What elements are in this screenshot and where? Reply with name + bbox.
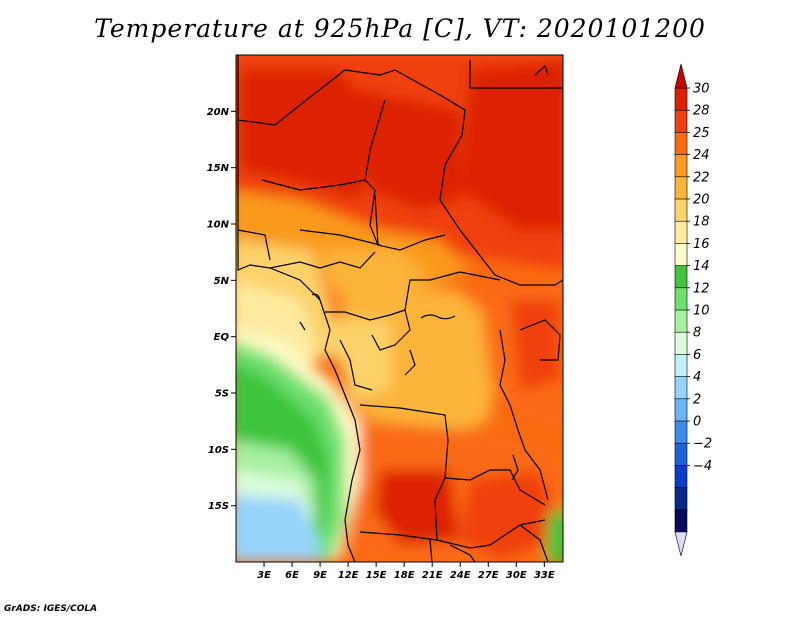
colorbar-label: 0 (693, 415, 701, 430)
lon-tick-label: 24E (450, 570, 471, 581)
lat-tick-label: 10S (208, 445, 229, 456)
lat-tick-label: 10N (207, 220, 230, 231)
colorbar-segment (674, 132, 688, 156)
colorbar-segment (674, 198, 688, 222)
lon-tick-label: 3E (257, 570, 271, 581)
lon-tick-label: 21E (422, 570, 443, 581)
lon-tick-label: 27E (478, 570, 499, 581)
grads-credit: GrADS: IGES/COLA (4, 604, 98, 614)
lon-tick-label: 30E (506, 570, 527, 581)
colorbar-label: 16 (693, 237, 710, 252)
colorbar-label: 6 (693, 348, 701, 363)
lon-tick-label: 18E (394, 570, 415, 581)
colorbar-label: 10 (693, 304, 710, 319)
lat-tick-label: 5S (215, 389, 229, 400)
map-title: Temperature at 925hPa [C], VT: 202010120… (94, 14, 706, 43)
colorbar-label: −4 (693, 459, 712, 474)
lat-tick-label: 5N (214, 276, 230, 287)
colorbar-label: 30 (693, 82, 710, 97)
map-frame (235, 54, 564, 563)
colorbar-segment (674, 354, 688, 378)
lat-tick-label: 20N (207, 107, 230, 118)
colorbar-segment (674, 109, 688, 133)
colorbar-segment (674, 420, 688, 444)
lon-tick-label: 6E (285, 570, 299, 581)
colorbar-segment (674, 265, 688, 289)
colorbar-bottom-arrow (674, 531, 688, 557)
colorbar-segment (674, 331, 688, 356)
colorbar-segment (674, 398, 688, 422)
colorbar-segment (674, 376, 688, 400)
colorbar-segment (674, 309, 688, 333)
colorbar-segment (674, 243, 688, 267)
colorbar-segment (674, 442, 688, 467)
colorbar-label: −2 (693, 437, 712, 452)
colorbar-label: 24 (693, 148, 710, 163)
lat-tick-label: 15S (208, 501, 229, 512)
colorbar-segment (674, 220, 688, 244)
colorbar-label: 20 (693, 193, 710, 208)
colorbar-label: 12 (693, 281, 710, 296)
colorbar-segment (674, 154, 688, 178)
colorbar-label: 14 (693, 259, 710, 274)
colorbar-label: 2 (693, 392, 701, 407)
colorbar-label: 22 (693, 170, 710, 185)
colorbar-label: 28 (693, 104, 710, 119)
colorbar-segment (674, 487, 688, 511)
lon-tick-label: 33E (534, 570, 555, 581)
colorbar-label: 8 (693, 326, 701, 341)
lon-tick-label: 9E (313, 570, 327, 581)
colorbar-segment (674, 465, 688, 489)
country-borders (237, 55, 563, 562)
colorbar-segment (674, 287, 688, 311)
colorbar-label: 4 (693, 370, 701, 385)
colorbar-segment (674, 509, 688, 533)
longitude-axis: 3E 6E 9E 12E 15E 18E 21E 24E 27E 30E 33E (257, 562, 555, 581)
lon-tick-label: 12E (338, 570, 359, 581)
lon-tick-label: 15E (366, 570, 387, 581)
colorbar-top-arrow (674, 63, 688, 89)
colorbar-segment (674, 87, 688, 111)
lat-tick-label: EQ (214, 332, 230, 343)
colorbar-label: 18 (693, 215, 710, 230)
colorbar-segment (674, 176, 688, 200)
temperature-field (236, 55, 563, 562)
lat-tick-label: 15N (207, 163, 230, 174)
colorbar-label: 25 (693, 126, 710, 141)
latitude-axis: 20N 15N 10N 5N EQ 5S 10S 15S (207, 107, 236, 512)
